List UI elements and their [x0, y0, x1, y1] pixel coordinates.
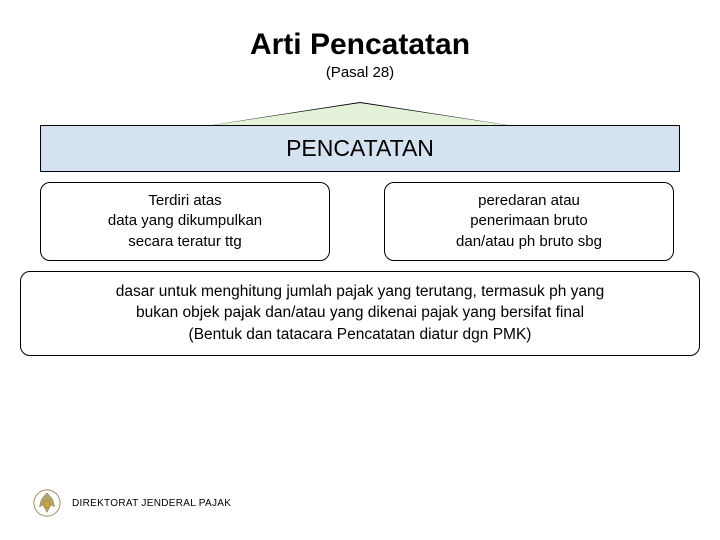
wide-box-line3: (Bentuk dan tatacara Pencatatan diatur d… [39, 324, 681, 346]
right-box: peredaran atau penerimaan bruto dan/atau… [384, 182, 674, 261]
wide-box: dasar untuk menghitung jumlah pajak yang… [20, 271, 700, 356]
right-box-line2: penerimaan bruto [399, 211, 659, 231]
left-box: Terdiri atas data yang dikumpulkan secar… [40, 182, 330, 261]
wide-box-line2: bukan objek pajak dan/atau yang dikenai … [39, 302, 681, 324]
right-box-line3: dan/atau ph bruto sbg [399, 232, 659, 252]
wide-box-line1: dasar untuk menghitung jumlah pajak yang… [39, 281, 681, 303]
garuda-logo-icon [32, 488, 62, 518]
header-box: PENCATATAN [40, 125, 680, 172]
right-box-line1: peredaran atau [399, 191, 659, 211]
footer-org: DIREKTORAT JENDERAL PAJAK [72, 498, 231, 509]
footer: DIREKTORAT JENDERAL PAJAK [32, 488, 231, 518]
page-subtitle: (Pasal 28) [0, 64, 720, 81]
left-box-line2: data yang dikumpulkan [55, 211, 315, 231]
header-label: PENCATATAN [286, 135, 434, 161]
left-box-line1: Terdiri atas [55, 191, 315, 211]
page-title: Arti Pencatatan [0, 28, 720, 62]
left-box-line3: secara teratur ttg [55, 232, 315, 252]
